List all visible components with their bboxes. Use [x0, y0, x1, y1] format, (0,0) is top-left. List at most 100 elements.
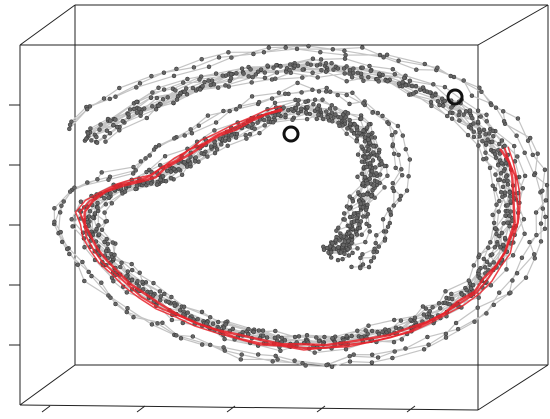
point	[355, 70, 361, 76]
point	[491, 133, 496, 139]
point	[403, 82, 409, 88]
point	[484, 119, 489, 124]
point	[111, 122, 116, 128]
point	[303, 109, 309, 115]
point	[185, 76, 190, 82]
point	[493, 172, 498, 177]
point	[413, 83, 419, 89]
tick	[41, 405, 51, 413]
point	[102, 195, 107, 201]
point	[261, 117, 267, 123]
point	[103, 139, 108, 144]
point	[531, 172, 537, 178]
point	[251, 329, 256, 335]
point	[347, 117, 352, 123]
point	[336, 245, 341, 250]
point	[495, 162, 501, 168]
point	[80, 259, 85, 265]
point	[480, 138, 485, 144]
point	[351, 66, 356, 71]
point	[507, 213, 512, 219]
point	[161, 87, 167, 92]
point	[129, 261, 134, 267]
point	[251, 51, 256, 57]
point	[365, 202, 370, 208]
point	[483, 132, 488, 137]
point	[85, 130, 91, 136]
point	[371, 255, 377, 260]
point	[398, 193, 404, 199]
point	[489, 102, 494, 108]
point	[476, 127, 482, 132]
point	[443, 335, 449, 340]
point	[99, 280, 104, 285]
point	[82, 278, 87, 284]
point	[212, 128, 217, 133]
point	[369, 352, 375, 358]
point	[202, 79, 207, 85]
point	[105, 241, 111, 247]
point	[182, 89, 187, 95]
point	[137, 270, 142, 276]
point	[271, 65, 276, 70]
point	[493, 155, 499, 161]
point	[404, 188, 410, 193]
point	[428, 99, 434, 105]
point	[503, 213, 508, 218]
point	[229, 55, 234, 60]
point	[113, 117, 118, 122]
point	[310, 70, 315, 75]
point	[269, 77, 275, 82]
point	[278, 348, 283, 354]
point	[347, 359, 353, 364]
point	[492, 245, 498, 250]
point	[318, 49, 323, 55]
point	[283, 112, 288, 118]
point	[113, 301, 118, 307]
point	[107, 130, 113, 136]
point	[362, 149, 368, 154]
point	[440, 103, 446, 108]
point	[489, 139, 495, 145]
point	[468, 126, 474, 131]
point	[287, 67, 292, 73]
point	[407, 78, 413, 84]
point	[124, 309, 130, 315]
point	[384, 52, 390, 58]
point	[427, 308, 433, 314]
point	[119, 260, 124, 265]
point	[112, 252, 117, 258]
point	[310, 87, 315, 93]
point	[406, 174, 411, 179]
point	[471, 121, 476, 126]
highlight	[74, 105, 521, 351]
point	[52, 206, 57, 211]
point	[61, 199, 66, 204]
point	[92, 211, 98, 216]
box-edge	[19, 364, 76, 406]
point	[380, 113, 385, 119]
point	[412, 315, 418, 320]
point	[538, 221, 544, 226]
point	[197, 77, 202, 82]
point	[365, 331, 370, 337]
point	[486, 131, 492, 136]
point	[168, 169, 174, 174]
point	[312, 350, 317, 355]
ticks	[9, 104, 416, 413]
point	[461, 78, 466, 83]
point	[423, 306, 429, 311]
point	[468, 286, 474, 291]
point	[96, 232, 102, 237]
point	[136, 106, 142, 112]
point	[199, 342, 205, 347]
point	[292, 358, 297, 363]
point	[343, 346, 349, 352]
point	[199, 309, 205, 315]
point	[181, 304, 187, 310]
point	[497, 198, 502, 204]
point	[367, 229, 372, 234]
point	[447, 302, 452, 307]
point	[540, 206, 546, 211]
box-edge	[19, 404, 479, 411]
